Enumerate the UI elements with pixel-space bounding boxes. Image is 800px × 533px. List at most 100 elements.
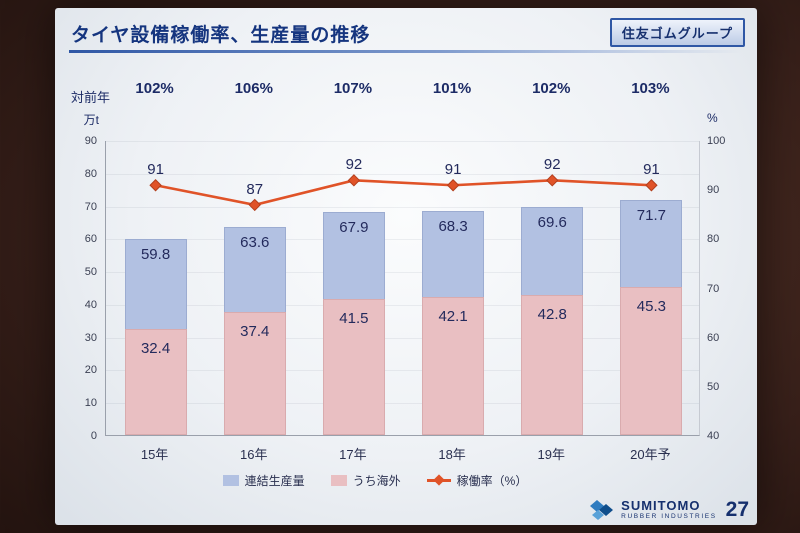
legend-label: うち海外: [352, 474, 401, 488]
line-marker: [446, 179, 460, 192]
bar-overseas: [422, 297, 485, 435]
slide-title: タイヤ設備稼働率、生産量の推移: [71, 25, 371, 46]
line-marker: [248, 198, 261, 212]
bar-total-value: 68.3: [438, 218, 468, 236]
bar-overseas: [322, 298, 385, 435]
line-value: 92: [543, 156, 561, 174]
yoy-value: 102%: [135, 80, 174, 97]
bar-overseas: [223, 312, 286, 435]
bar-total: [521, 206, 584, 435]
bar-total-value: 67.9: [339, 219, 369, 237]
bar-total: [620, 199, 683, 435]
right-axis-tick: 70: [707, 282, 720, 295]
company-badge: 住友ゴムグループ: [609, 18, 745, 47]
line-value: 92: [345, 156, 363, 174]
title-underline: [69, 50, 741, 53]
yoy-value: 106%: [234, 80, 273, 97]
bar-overseas: [124, 328, 187, 435]
bar-overseas-value: 45.3: [636, 297, 666, 315]
yoy-value: 103%: [631, 80, 670, 97]
left-axis-tick: 20: [84, 364, 97, 377]
right-axis-tick: 60: [707, 331, 720, 344]
gridline: [106, 239, 699, 241]
slide: タイヤ設備稼働率、生産量の推移 住友ゴムグループ 対前年 万t % 0 10 20 3…: [55, 8, 757, 525]
right-axis-unit: %: [707, 111, 718, 125]
page-number: 27: [725, 498, 749, 521]
x-axis-category: 15年: [140, 447, 169, 462]
legend-item: 連結生産量: [222, 472, 305, 489]
x-axis-category: 16年: [240, 447, 268, 462]
line-value: 91: [444, 161, 462, 179]
bar-total-value: 63.6: [240, 233, 270, 251]
gridline: [106, 173, 699, 175]
bar-total: [124, 239, 187, 435]
line-marker: [347, 174, 361, 187]
bar-overseas-value: 42.8: [537, 305, 567, 323]
x-axis-category: 19年: [537, 447, 565, 462]
utilization-line: [149, 174, 658, 212]
right-axis-tick: 80: [707, 233, 720, 246]
bar-overseas-value: 37.4: [240, 323, 270, 341]
left-axis-tick: 0: [90, 430, 97, 442]
left-axis-tick: 30: [84, 331, 97, 344]
left-axis-tick: 10: [84, 397, 97, 410]
x-axis-category: 18年: [438, 447, 466, 462]
bar-overseas-value: 41.5: [339, 309, 369, 327]
logo-line2: RUBBER INDUSTRIES: [621, 513, 717, 521]
yoy-label: 対前年: [71, 90, 111, 105]
gridline: [106, 272, 699, 274]
yoy-value: 102%: [532, 80, 571, 97]
right-axis-tick: 90: [707, 184, 720, 197]
plot-area: 59.8 32.4 63.6 37.4 67.9 41.5 68.3 42.1 69.6 42.8…: [105, 141, 700, 436]
gridline: [106, 403, 699, 405]
legend-item: 稼働率（%）: [426, 472, 528, 489]
right-axis-tick: 40: [707, 430, 720, 442]
legend-color-swatch: [222, 475, 239, 486]
company-logo: SUMITOMO RUBBER INDUSTRIES 27: [589, 498, 749, 522]
line-marker: [546, 174, 559, 187]
x-axis-category: 20年予: [630, 447, 671, 462]
logo-text: SUMITOMO RUBBER INDUSTRIES: [621, 499, 716, 521]
right-axis-tick: 100: [707, 135, 726, 147]
left-axis-tick: 50: [84, 266, 97, 279]
bar-overseas: [620, 286, 683, 435]
gridline: [106, 304, 699, 306]
bar-overseas-value: 42.1: [438, 308, 468, 325]
left-axis-tick: 90: [84, 135, 97, 147]
bar-total-value: 59.8: [140, 245, 171, 263]
x-axis-category: 17年: [339, 447, 367, 462]
right-axis-tick: 50: [707, 380, 720, 393]
left-axis-unit: 万t: [83, 113, 99, 127]
legend-line-swatch: [426, 474, 451, 486]
sumitomo-diamond-icon: [590, 500, 614, 520]
legend-label: 連結生産量: [244, 474, 305, 488]
yoy-value: 101%: [432, 80, 472, 97]
bar-total: [223, 226, 286, 435]
line-marker: [645, 179, 658, 192]
legend-color-swatch: [330, 475, 347, 486]
line-value: 91: [643, 161, 660, 179]
gridline: [106, 141, 699, 142]
chart-legend: 連結生産量 うち海外 稼働率（%）: [55, 472, 695, 489]
bar-overseas-value: 32.4: [140, 339, 171, 357]
gridline: [106, 206, 699, 208]
yoy-value: 107%: [333, 80, 373, 97]
bar-total-value: 71.7: [636, 206, 666, 224]
bar-total: [322, 212, 385, 435]
left-axis-tick: 60: [84, 233, 97, 246]
legend-item: うち海外: [330, 472, 401, 489]
line-value: 87: [246, 180, 264, 198]
legend-label: 稼働率（%）: [456, 474, 528, 488]
bar-total-value: 69.6: [537, 213, 567, 231]
line-value: 91: [147, 161, 164, 179]
bar-overseas: [521, 294, 584, 435]
gridline: [106, 337, 699, 339]
line-marker: [149, 179, 162, 192]
gridline: [106, 370, 699, 372]
logo-line1: SUMITOMO: [621, 498, 701, 514]
left-axis-tick: 80: [84, 167, 97, 180]
bar-total: [422, 211, 485, 435]
left-axis-tick: 70: [84, 200, 97, 213]
left-axis-tick: 40: [84, 298, 97, 311]
